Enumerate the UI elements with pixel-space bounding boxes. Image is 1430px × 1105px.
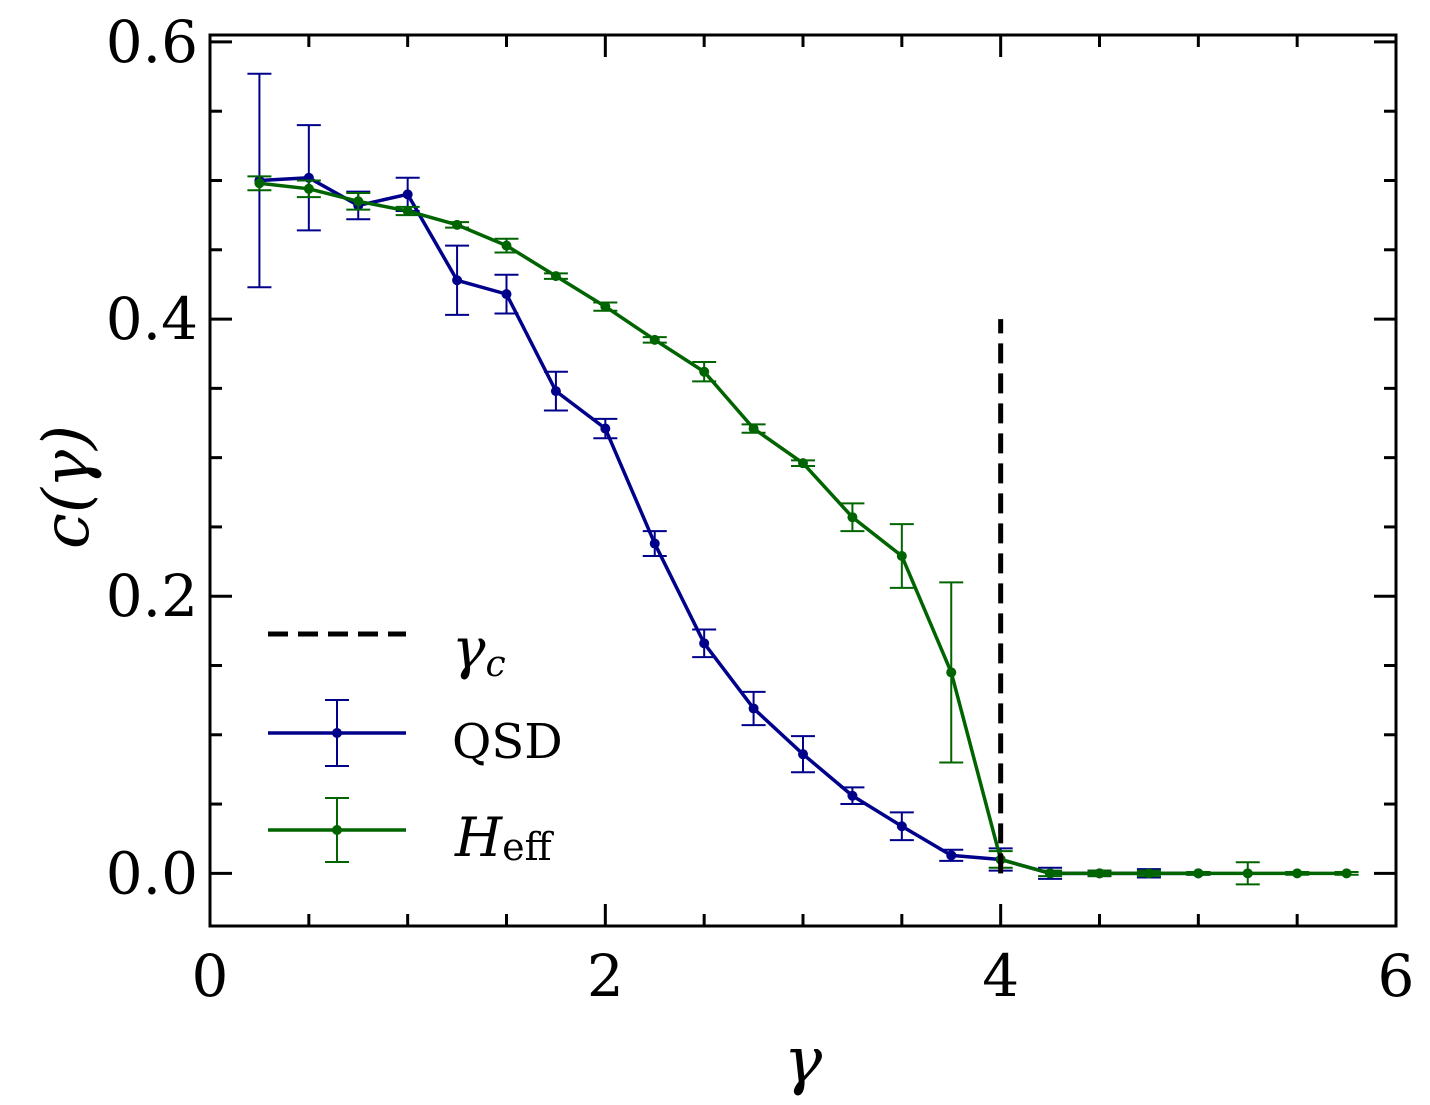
data-point xyxy=(798,749,808,760)
data-point xyxy=(254,178,265,189)
x-tick-label: 4 xyxy=(982,942,1019,1010)
legend: γc QSD Heff xyxy=(268,617,563,869)
data-point xyxy=(847,790,858,801)
data-point xyxy=(550,271,561,282)
y-tick-label: 0.2 xyxy=(106,562,198,630)
chart-marks xyxy=(247,72,1359,886)
data-point xyxy=(699,638,710,649)
series-heff xyxy=(247,175,1359,886)
axes-frame xyxy=(208,33,1398,928)
legend-heff-label: Heff xyxy=(454,806,555,869)
data-point xyxy=(748,423,759,434)
y-tick-label: 0.6 xyxy=(106,8,198,76)
x-tick-label: 0 xyxy=(192,942,229,1010)
data-point xyxy=(1045,868,1056,879)
data-point xyxy=(402,205,413,216)
data-point xyxy=(1193,868,1204,879)
data-point xyxy=(649,334,660,345)
data-point xyxy=(896,821,907,832)
data-point xyxy=(402,189,413,200)
x-tick-label: 6 xyxy=(1378,942,1415,1010)
legend-gammac-label: γc xyxy=(452,617,506,685)
y-tick-label: 0.0 xyxy=(106,839,198,907)
data-point xyxy=(847,512,858,523)
data-point xyxy=(303,183,314,194)
data-point xyxy=(550,386,561,397)
data-point xyxy=(1341,868,1352,879)
data-point xyxy=(946,850,957,861)
legend-qsd-label: QSD xyxy=(452,714,563,770)
data-point xyxy=(600,301,611,312)
data-point xyxy=(798,458,808,469)
data-point xyxy=(452,219,463,230)
legend-heff-marker xyxy=(268,797,406,863)
data-point xyxy=(452,275,463,286)
x-tick-label: 2 xyxy=(587,942,624,1010)
data-point xyxy=(501,240,512,251)
data-point xyxy=(649,538,660,549)
y-tick-label: 0.4 xyxy=(106,285,198,353)
legend-qsd-marker xyxy=(268,699,406,767)
data-point xyxy=(946,667,957,678)
data-point xyxy=(1094,868,1105,879)
data-point xyxy=(748,703,759,714)
data-point xyxy=(699,366,710,377)
data-point xyxy=(600,423,611,434)
series-line xyxy=(259,175,1199,876)
series-qsd xyxy=(247,72,1211,880)
data-point xyxy=(501,289,512,300)
y-axis-label: c(γ) xyxy=(30,425,104,549)
axis-ticks: 0 2 4 6 0.0 0.2 0.4 0.6 xyxy=(106,8,1415,1010)
data-point xyxy=(1242,868,1253,879)
data-point xyxy=(353,196,364,207)
data-point xyxy=(1143,868,1154,879)
x-axis-label: γ xyxy=(784,1024,823,1098)
data-point xyxy=(896,551,907,562)
data-point xyxy=(1292,868,1303,879)
